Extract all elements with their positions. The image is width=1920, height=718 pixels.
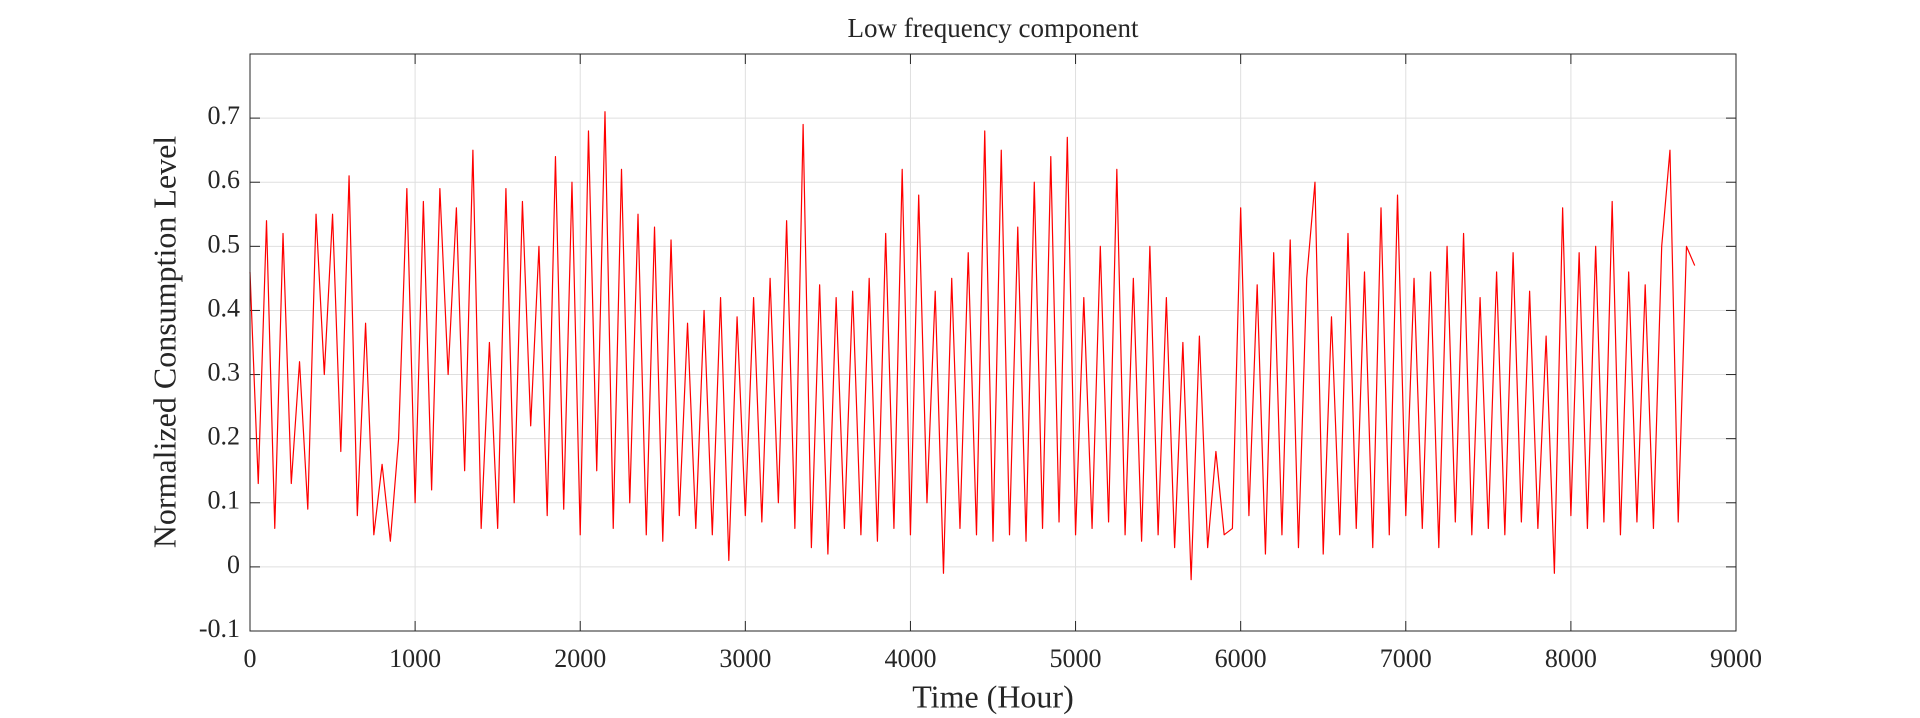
y-tick-label: 0.4	[208, 293, 241, 322]
chart-title: Low frequency component	[848, 13, 1139, 43]
y-tick-label: 0.3	[208, 358, 241, 387]
y-tick-label: -0.1	[199, 614, 240, 643]
y-tick-label: 0.6	[208, 165, 241, 194]
y-axis-label: Normalized Consumption Level	[146, 136, 182, 548]
data-line	[249, 111, 1696, 581]
x-tick-label: 7000	[1380, 644, 1432, 673]
x-tick-label: 1000	[389, 644, 441, 673]
y-tick-label: 0.7	[208, 101, 241, 130]
x-tick-label: 2000	[554, 644, 606, 673]
x-tick-label: 0	[244, 644, 257, 673]
plot-area	[250, 54, 1736, 631]
x-tick-label: 3000	[719, 644, 771, 673]
plot-frame	[249, 53, 1737, 632]
y-tick-label: 0.1	[208, 486, 241, 515]
y-tick-label: 0	[227, 550, 240, 579]
y-tick-label: 0.5	[208, 229, 241, 258]
y-tick-label: 0.2	[208, 422, 241, 451]
x-tick-label: 9000	[1710, 644, 1762, 673]
x-tick-label: 8000	[1545, 644, 1597, 673]
x-tick-label: 5000	[1050, 644, 1102, 673]
x-tick-label: 4000	[884, 644, 936, 673]
x-axis-label: Time (Hour)	[912, 678, 1073, 714]
x-tick-label: 6000	[1215, 644, 1267, 673]
